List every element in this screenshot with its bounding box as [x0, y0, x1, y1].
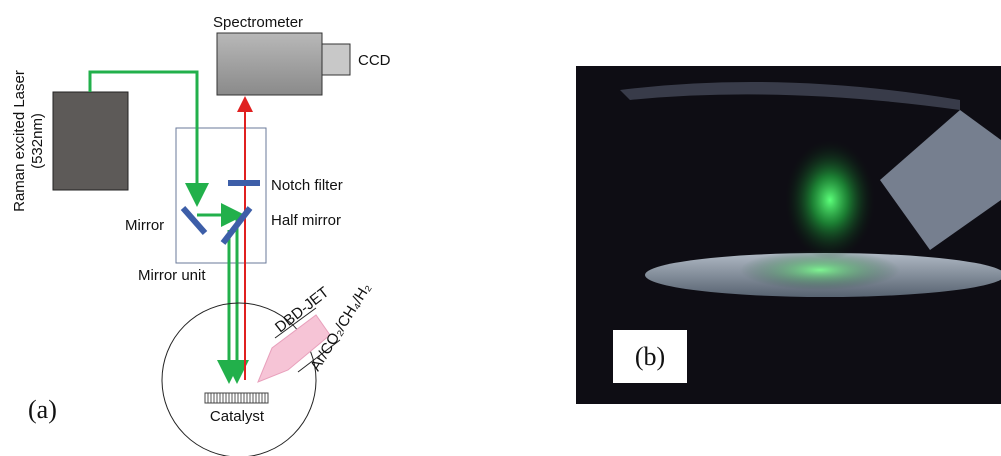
half-mirror-label: Half mirror — [271, 212, 341, 229]
mirror-unit-box — [176, 128, 266, 263]
panel-label: (b) — [635, 342, 665, 371]
notch-filter — [228, 180, 260, 186]
figure: Spectrometer CCD Raman excited Laser (53… — [0, 0, 1001, 456]
laser-label: (532nm) — [29, 113, 46, 169]
mirror — [183, 208, 205, 233]
panel-b: (b) — [576, 66, 1001, 404]
ccd-label: CCD — [358, 52, 391, 69]
photo-glow — [785, 140, 875, 260]
laser-box — [53, 92, 128, 190]
panel-a: Spectrometer CCD Raman excited Laser (53… — [11, 14, 391, 456]
spectrometer-box — [217, 33, 322, 95]
notch-filter-label: Notch filter — [271, 177, 343, 194]
catalyst — [205, 393, 268, 403]
mirror-label: Mirror — [125, 217, 164, 234]
laser-label: Raman excited Laser — [11, 70, 28, 212]
catalyst-label: Catalyst — [210, 408, 265, 425]
ccd-box — [322, 44, 350, 75]
spectrometer-label: Spectrometer — [213, 14, 303, 31]
photo-glow — [740, 250, 900, 290]
mirror-unit-label: Mirror unit — [138, 267, 206, 284]
panel-label: (a) — [28, 395, 57, 424]
